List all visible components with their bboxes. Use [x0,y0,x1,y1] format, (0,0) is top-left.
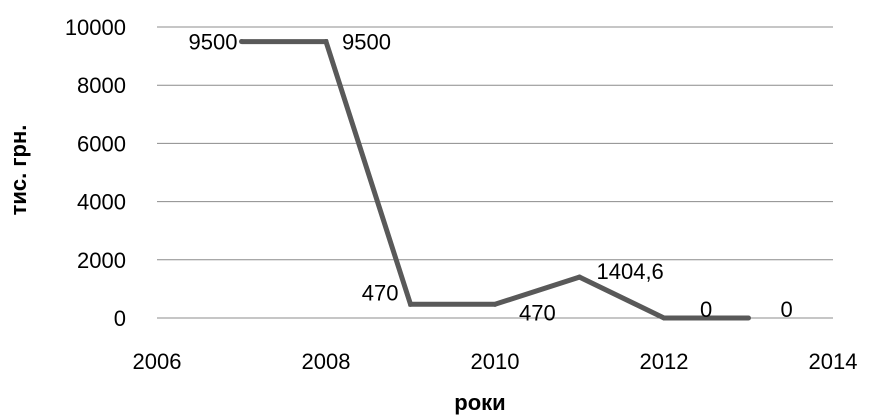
data-point [661,315,667,321]
data-label: 1404,6 [597,259,664,284]
data-point [577,274,582,280]
x-tick-label: 2006 [133,349,182,374]
y-tick-label: 8000 [77,73,126,98]
x-tick-label: 2010 [471,349,520,374]
data-label: 470 [362,280,399,305]
data-point [746,315,751,321]
data-label: 0 [700,297,712,322]
x-axis-title: роки [454,390,505,415]
data-point [408,301,413,307]
x-tick-label: 2014 [809,349,858,374]
data-point [239,39,244,45]
data-label: 9500 [342,30,391,55]
series-layer [239,39,751,321]
data-point [492,301,498,307]
y-tick-label: 6000 [77,131,126,156]
y-tick-label: 2000 [77,248,126,273]
x-tick-label: 2008 [302,349,351,374]
data-point [323,39,329,45]
y-tick-label: 0 [114,306,126,331]
series-line [241,39,749,321]
y-tick-label: 10000 [65,15,126,40]
data-label: 9500 [189,30,238,55]
x-tick-label: 2012 [640,349,689,374]
data-label: 0 [781,297,793,322]
y-tick-label: 4000 [77,190,126,215]
y-axis-title: тис. грн. [6,125,31,216]
tick-labels: 0 2000 4000 6000 8000 10000 2006 2008 2010 2012 20… [65,15,858,374]
data-labels: 9500 9500 470 470 1404,6 0 0 [189,30,793,326]
data-label: 470 [519,300,556,325]
gridlines [157,26,833,261]
